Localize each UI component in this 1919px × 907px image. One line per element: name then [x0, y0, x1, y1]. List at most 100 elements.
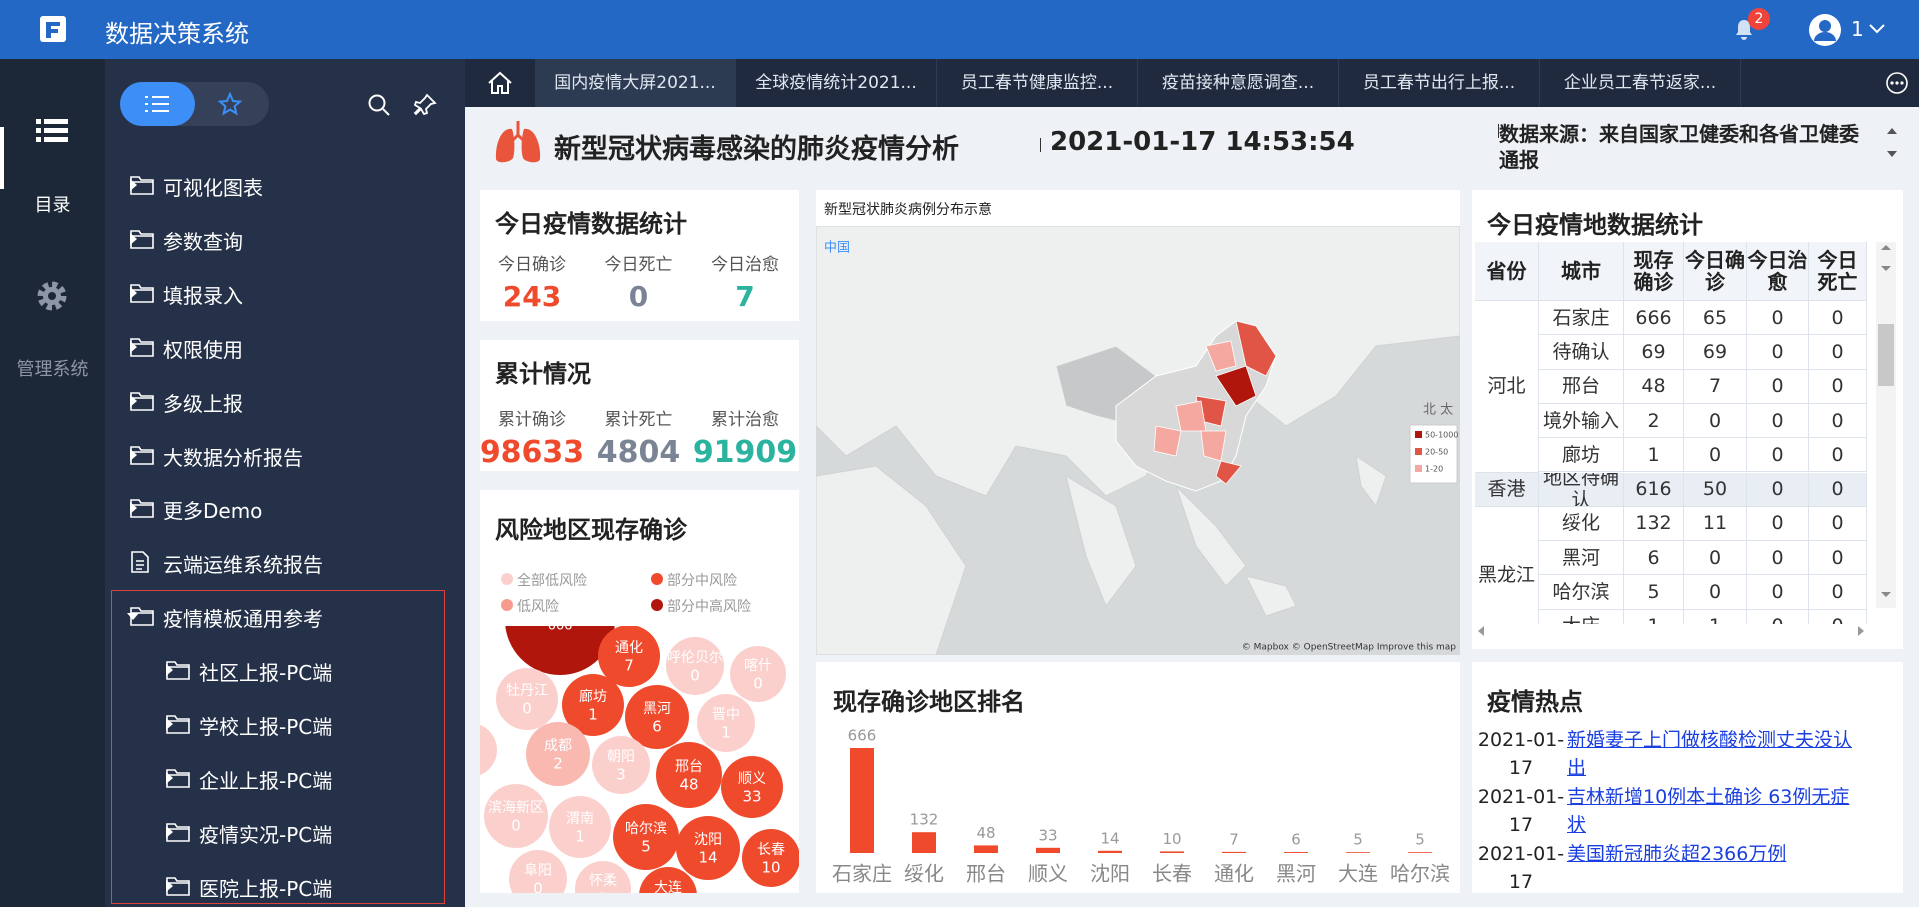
dashboard: 新型冠状病毒感染的肺炎疫情分析 2021-01-17 14:53:54 数据来源…	[465, 107, 1919, 907]
table-body: 省份 城市 现存确诊 今日确诊 今日治愈 今日死亡 河北 石家庄 666 65 0 0 待确认 69 69 0…	[1475, 242, 1867, 624]
tree-item[interactable]: 云端运维系统报告	[163, 553, 323, 578]
map: 中国北 太 50-1000 20-50 1-20 © Mapbox © OpenStre…	[816, 226, 1460, 655]
table-cell: 0	[1809, 541, 1867, 576]
table-cell: 石家庄	[1539, 301, 1624, 336]
header-cell: 今日治愈	[1747, 242, 1809, 301]
tab[interactable]: 国内疫情大屏2021...	[535, 59, 736, 107]
tab[interactable]: 企业员工春节返家...	[1540, 59, 1741, 107]
bubble-value: 1	[598, 890, 608, 894]
bubble	[592, 736, 650, 794]
legend-label: 部分中风险	[667, 573, 737, 589]
bubble-value: 10	[761, 859, 780, 877]
hotspot-link[interactable]: 吉林新增10例本土确诊 63例无症状	[1567, 786, 1850, 836]
tree-item[interactable]: 企业上报-PC端	[199, 768, 333, 793]
tree-item[interactable]: 大数据分析报告	[163, 445, 303, 470]
table-cell: 5	[1624, 575, 1684, 610]
home-icon[interactable]	[487, 71, 513, 95]
table-cell: 0	[1747, 609, 1809, 624]
card-title: 风险地区现存确诊	[495, 516, 687, 544]
divider	[1498, 124, 1499, 138]
tree-item[interactable]: 权限使用	[163, 337, 243, 362]
bubble-value: 1	[588, 706, 598, 724]
tab[interactable]: 全球疫情统计2021...	[736, 59, 937, 107]
table-cell: 69	[1684, 335, 1747, 370]
bubble-name: 顺义	[738, 771, 766, 787]
folder-shape	[130, 499, 154, 519]
tree-item[interactable]: 疫情实况-PC端	[199, 822, 333, 847]
avatar[interactable]	[1808, 13, 1842, 47]
tree-item[interactable]: 可视化图表	[163, 176, 263, 200]
tree-item[interactable]: 学校上报-PC端	[199, 715, 333, 739]
tree-item[interactable]: 疫情模板通用参考	[163, 607, 323, 632]
user-name[interactable]: 1	[1851, 17, 1864, 41]
bar	[1036, 847, 1060, 853]
tree-item[interactable]: 更多Demo	[163, 499, 263, 524]
legend-label: 部分中高风险	[667, 599, 751, 615]
folder-icon	[130, 607, 154, 626]
bubble	[484, 784, 548, 848]
header-cell: 现存确诊	[1624, 242, 1684, 301]
nav-label[interactable]: 目录	[34, 195, 71, 216]
table-cell: 0	[1809, 301, 1867, 336]
x-tick-label: 石家庄	[832, 862, 892, 886]
tab[interactable]: 员工春节健康监控...	[937, 59, 1138, 107]
bar-value-label: 33	[1038, 826, 1057, 844]
land	[1245, 575, 1297, 617]
tree-item[interactable]: 填报录入	[163, 283, 243, 308]
tree-item[interactable]: 社区上报-PC端	[199, 661, 333, 686]
bell-icon[interactable]	[1733, 18, 1755, 42]
hotspot-link[interactable]: 美国新冠肺炎超2366万例	[1567, 843, 1787, 865]
more-icon[interactable]	[1885, 71, 1909, 95]
star-icon[interactable]	[218, 92, 242, 116]
bubble	[575, 861, 631, 893]
bubble-name: 哈尔滨	[625, 821, 667, 837]
x-tick-label: 长春	[1152, 862, 1192, 886]
table-cell: 2	[1624, 403, 1684, 439]
folder-shape	[130, 337, 154, 357]
table-cell: 0	[1809, 369, 1867, 404]
table-cell: 50	[1684, 472, 1747, 507]
bubble-name: 牡丹江	[506, 683, 548, 699]
table-cell: 1	[1624, 438, 1684, 473]
stat-value: 91909	[692, 435, 798, 470]
catalog-icon[interactable]	[36, 117, 68, 145]
map-title: 新型冠状肺炎病例分布示意	[824, 202, 992, 218]
chevron[interactable]	[1868, 22, 1886, 36]
x-tick-label: 绥化	[904, 862, 944, 886]
province	[1215, 365, 1257, 407]
folder-icon	[130, 176, 154, 195]
tree-item[interactable]: 多级上报	[163, 391, 243, 416]
lungs-icon	[495, 121, 541, 163]
bar-value-label: 666	[848, 727, 877, 745]
hotspot-link[interactable]: 新婚妻子上门做核酸检测丈夫没认出	[1567, 729, 1853, 779]
hotspot-date: 2021-01-17	[1477, 729, 1565, 779]
tree-item[interactable]: 参数查询	[163, 229, 243, 254]
bubble-value: 14	[698, 849, 717, 867]
search-icon[interactable]	[367, 93, 391, 117]
gear-icon[interactable]	[36, 280, 68, 312]
bubble-value: 0	[511, 817, 521, 835]
tab[interactable]: 员工春节出行上报...	[1339, 59, 1540, 107]
bar-value-label: 132	[910, 811, 939, 829]
table-cell: 邢台	[1539, 369, 1624, 404]
app-title: 数据决策系统	[105, 20, 249, 48]
map-legend-label: 20-50	[1425, 448, 1448, 457]
stat-value: 98633	[480, 435, 585, 470]
expanded-arrow	[127, 613, 139, 621]
v-scroll-thumb[interactable]	[1878, 324, 1894, 386]
bubble-name: 晋中	[712, 707, 740, 723]
side-nav: 目录 管理系统	[0, 59, 105, 907]
tab[interactable]: 疫苗接种意愿调查...	[1138, 59, 1339, 107]
ranking-chart: 666 石家庄 132 绥化 48 邢台 33 顺义 14 沈阳 10 长春 7 通化 6 黑河 5 大连 5 哈尔滨	[832, 727, 1450, 886]
card-title: 疫情热点	[1487, 688, 1583, 716]
hotspots-card: 疫情热点 2021-01-17 新婚妻子上门做核酸检测丈夫没认出 2021-01-17…	[1472, 662, 1903, 893]
bubble	[742, 829, 799, 887]
bubble-name: 邢台	[675, 759, 703, 775]
tree-item[interactable]: 医院上报-PC端	[199, 876, 333, 901]
nav-label[interactable]: 管理系统	[16, 359, 89, 380]
folder-icon	[130, 283, 154, 303]
bar	[1098, 850, 1122, 853]
scroll-arrows[interactable]	[1885, 125, 1899, 161]
land	[1065, 474, 1137, 608]
pin-icon[interactable]	[413, 93, 437, 117]
